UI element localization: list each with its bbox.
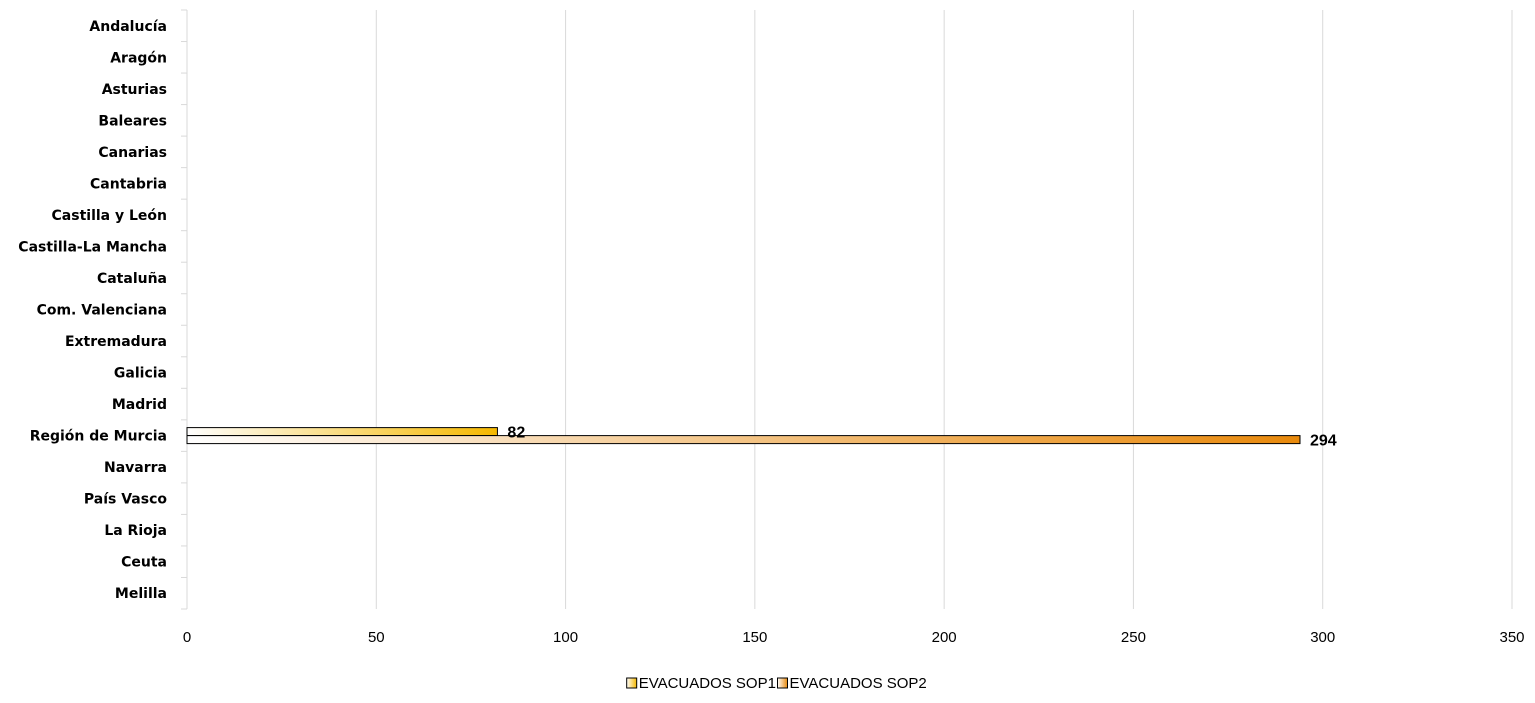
x-tick-label: 150 (742, 629, 767, 646)
legend-label: EVACUADOS SOP1 (639, 675, 776, 692)
category-label: Canarias (98, 145, 167, 161)
bars (186, 427, 1301, 445)
category-label: Castilla y León (52, 208, 167, 224)
category-label: Cataluña (97, 271, 167, 287)
legend-swatch (777, 677, 788, 689)
category-label: País Vasco (84, 492, 167, 508)
category-label: Madrid (112, 397, 167, 413)
x-tick-labels: 0 50 100 150 200 250 300 350 (183, 629, 1525, 646)
gridlines (375, 10, 1513, 609)
x-tick-label: 50 (368, 629, 385, 646)
category-label: Castilla-La Mancha (18, 239, 167, 255)
category-label: Cantabria (90, 176, 167, 192)
legend-label: EVACUADOS SOP2 (790, 675, 927, 692)
legend-swatch (626, 677, 638, 689)
data-label: 294 (1310, 433, 1337, 450)
x-tick-label: 300 (1310, 629, 1335, 646)
x-tick-label: 0 (183, 629, 191, 646)
category-label: Andalucía (89, 19, 167, 35)
category-label: Extremadura (65, 334, 167, 350)
category-label: Ceuta (121, 555, 167, 571)
category-label: La Rioja (104, 523, 167, 539)
category-label: Navarra (104, 460, 167, 476)
category-axis (181, 9, 188, 610)
x-tick-label: 100 (553, 629, 578, 646)
x-tick-label: 200 (932, 629, 957, 646)
category-labels: Andalucía Aragón Asturias Baleares Canarias C… (18, 19, 167, 602)
data-label: 82 (507, 425, 525, 442)
x-tick-label: 350 (1499, 629, 1524, 646)
x-tick-label: 250 (1121, 629, 1146, 646)
category-label: Asturias (102, 82, 167, 98)
category-label: Aragón (110, 50, 167, 66)
data-labels: 82 294 (507, 425, 1336, 450)
category-label: Baleares (98, 113, 167, 129)
category-label: Melilla (115, 586, 167, 602)
category-label: Región de Murcia (30, 429, 167, 445)
category-label: Galicia (114, 366, 167, 382)
bar-evacuados-sop1 (186, 427, 498, 437)
legend: EVACUADOS SOP1 EVACUADOS SOP2 (626, 675, 927, 692)
category-label: Com. Valenciana (37, 303, 167, 319)
bar-evacuados-sop2 (186, 435, 1301, 445)
